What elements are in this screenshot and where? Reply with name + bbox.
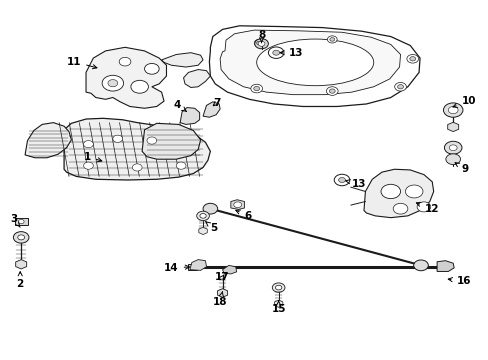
Polygon shape [447,122,458,132]
Polygon shape [209,26,419,107]
Text: 3: 3 [10,215,20,227]
Circle shape [113,135,122,142]
Polygon shape [189,260,206,270]
Circle shape [254,39,268,49]
Text: 13: 13 [280,48,302,58]
Circle shape [272,50,279,55]
Text: 12: 12 [415,202,439,214]
Polygon shape [363,169,433,218]
Polygon shape [180,108,199,125]
Text: 6: 6 [235,210,251,221]
Text: 10: 10 [452,96,475,107]
Polygon shape [183,69,210,87]
Circle shape [329,38,334,41]
Text: 1: 1 [83,152,102,162]
Circle shape [268,47,284,58]
Bar [188,264,197,270]
Circle shape [333,174,349,186]
Circle shape [13,231,29,243]
Circle shape [445,154,460,165]
Polygon shape [16,260,27,269]
Circle shape [392,203,407,214]
Text: 5: 5 [205,221,217,233]
Bar [15,219,27,225]
Circle shape [18,235,24,240]
Circle shape [443,103,462,117]
Circle shape [444,141,461,154]
Text: 2: 2 [17,272,24,289]
Polygon shape [230,200,244,210]
Polygon shape [436,261,453,271]
Polygon shape [64,118,210,180]
Circle shape [196,211,209,221]
Text: 18: 18 [212,292,227,307]
Polygon shape [203,102,220,117]
Circle shape [406,54,418,63]
Circle shape [405,185,422,198]
Circle shape [102,75,123,91]
Text: 13: 13 [345,179,366,189]
Circle shape [448,145,456,150]
Ellipse shape [256,39,373,86]
Text: 11: 11 [66,57,97,69]
Circle shape [108,80,118,87]
Circle shape [380,184,400,199]
Circle shape [272,283,285,292]
Circle shape [200,213,206,218]
Text: 9: 9 [454,163,468,174]
Circle shape [416,202,430,212]
Circle shape [397,85,403,89]
Circle shape [147,137,157,144]
Circle shape [413,260,427,271]
Polygon shape [220,30,400,95]
Circle shape [447,107,457,114]
Polygon shape [161,53,203,67]
Text: 7: 7 [212,98,220,108]
Circle shape [327,36,336,43]
Circle shape [83,140,93,148]
Circle shape [131,80,148,93]
Circle shape [253,86,259,91]
Text: 15: 15 [271,301,285,314]
Polygon shape [222,265,236,274]
Text: 8: 8 [257,30,264,42]
Circle shape [250,84,262,93]
Text: 14: 14 [163,263,189,273]
Circle shape [132,164,142,171]
Circle shape [119,57,131,66]
Circle shape [176,162,185,169]
Text: 16: 16 [447,276,470,286]
Polygon shape [199,227,207,234]
Circle shape [258,41,264,46]
Circle shape [329,89,334,93]
Text: 17: 17 [215,272,229,282]
Polygon shape [86,47,166,108]
Circle shape [256,41,261,45]
Circle shape [409,57,415,61]
Circle shape [144,63,159,74]
Text: 4: 4 [173,100,186,111]
Circle shape [203,203,217,214]
Circle shape [275,285,281,290]
Circle shape [233,202,241,208]
Polygon shape [274,300,282,307]
Circle shape [83,162,93,169]
Circle shape [394,82,406,91]
Polygon shape [142,123,200,159]
Circle shape [338,177,345,183]
Polygon shape [25,123,71,158]
Polygon shape [217,289,227,297]
Circle shape [326,87,337,95]
Circle shape [254,40,264,46]
Circle shape [18,220,24,224]
